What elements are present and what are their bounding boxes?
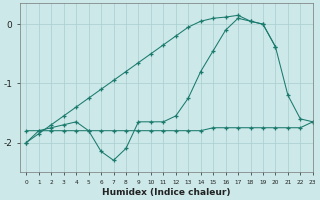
X-axis label: Humidex (Indice chaleur): Humidex (Indice chaleur) (102, 188, 231, 197)
